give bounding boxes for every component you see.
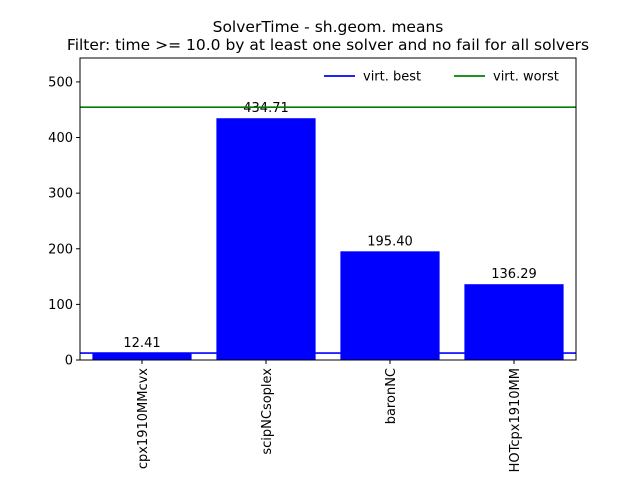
bar-scipNCsoplex: [216, 118, 316, 360]
x-tick-label: cpx1910MMcvx: [136, 368, 151, 469]
y-tick-label: 400: [48, 131, 73, 146]
legend-entry-label: virt. best: [363, 70, 421, 85]
x-tick-label: scipNCsoplex: [260, 368, 275, 455]
bar-cpx1910MMcvx: [92, 353, 192, 360]
y-tick-label: 0: [65, 354, 73, 369]
bar-value-label: 136.29: [491, 267, 537, 282]
y-tick-label: 200: [48, 242, 73, 257]
legend-entry-label: virt. worst: [493, 70, 559, 85]
chart-subtitle: Filter: time >= 10.0 by at least one sol…: [67, 36, 589, 54]
y-tick-label: 100: [48, 298, 73, 313]
bar-value-label: 12.41: [123, 336, 160, 351]
x-tick-label: baronNC: [384, 368, 399, 424]
bar-value-label: 434.71: [243, 101, 289, 116]
y-tick-label: 300: [48, 187, 73, 202]
plot-frame: [79, 57, 577, 361]
y-tick-label: 500: [48, 75, 73, 90]
x-tick-label: HOTcpx1910MM: [508, 368, 523, 472]
plot-area: 12.41 434.71 195.40 136.29 0 100 200 300 400 500 c…: [48, 57, 577, 472]
bar-HOTcpx1910MM: [464, 284, 564, 360]
bar-value-label: 195.40: [367, 234, 413, 249]
bar-baronNC: [340, 251, 440, 360]
chart-title: SolverTime - sh.geom. means: [213, 18, 444, 36]
